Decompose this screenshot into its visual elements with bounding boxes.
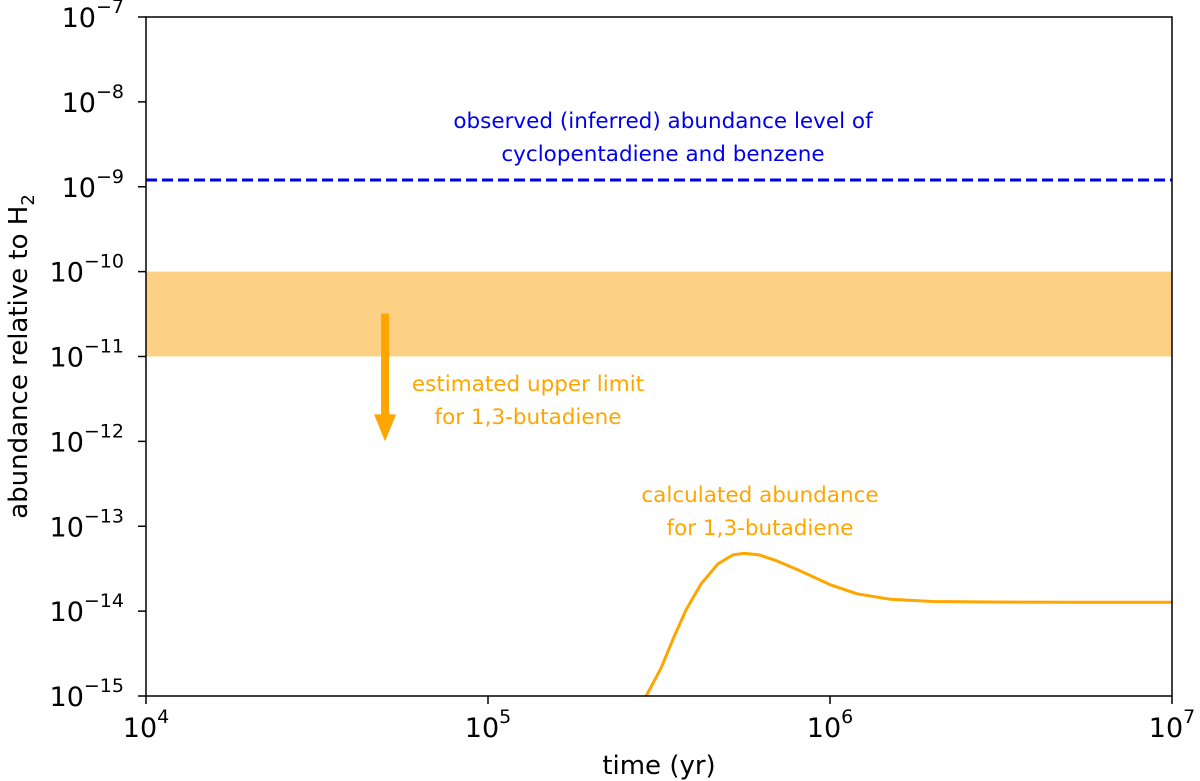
calculated-abundance-label: calculated abundance for 1,3-butadiene: [641, 483, 878, 541]
y-tick-label: 10−14: [50, 590, 124, 628]
y-tick-label: 10−11: [50, 336, 124, 374]
x-tick-label: 106: [807, 706, 853, 744]
series-line-calculated-abundance: [644, 551, 1172, 696]
x-axis-title: time (yr): [602, 751, 715, 781]
y-tick-label: 10−8: [62, 81, 124, 119]
observed-level-label: observed (inferred) abundance level of cy…: [453, 109, 873, 167]
y-tick-label: 10−13: [50, 505, 124, 543]
y-tick-label: 10−7: [62, 0, 124, 34]
upper-limit-label: estimated upper limit for 1,3-butadiene: [412, 372, 644, 430]
y-tick-label: 10−15: [50, 675, 124, 713]
y-tick-label: 10−9: [62, 166, 124, 204]
y-tick-label: 10−12: [50, 420, 124, 458]
x-tick-label: 107: [1149, 706, 1195, 744]
x-tick-label: 104: [123, 706, 169, 744]
x-tick-label: 105: [465, 706, 511, 744]
upper-limit-band: [146, 271, 1172, 357]
upper-limit-arrow-head: [374, 414, 397, 442]
y-tick-label: 10−10: [50, 251, 124, 289]
y-axis-title: abundance relative to H2: [4, 194, 39, 519]
